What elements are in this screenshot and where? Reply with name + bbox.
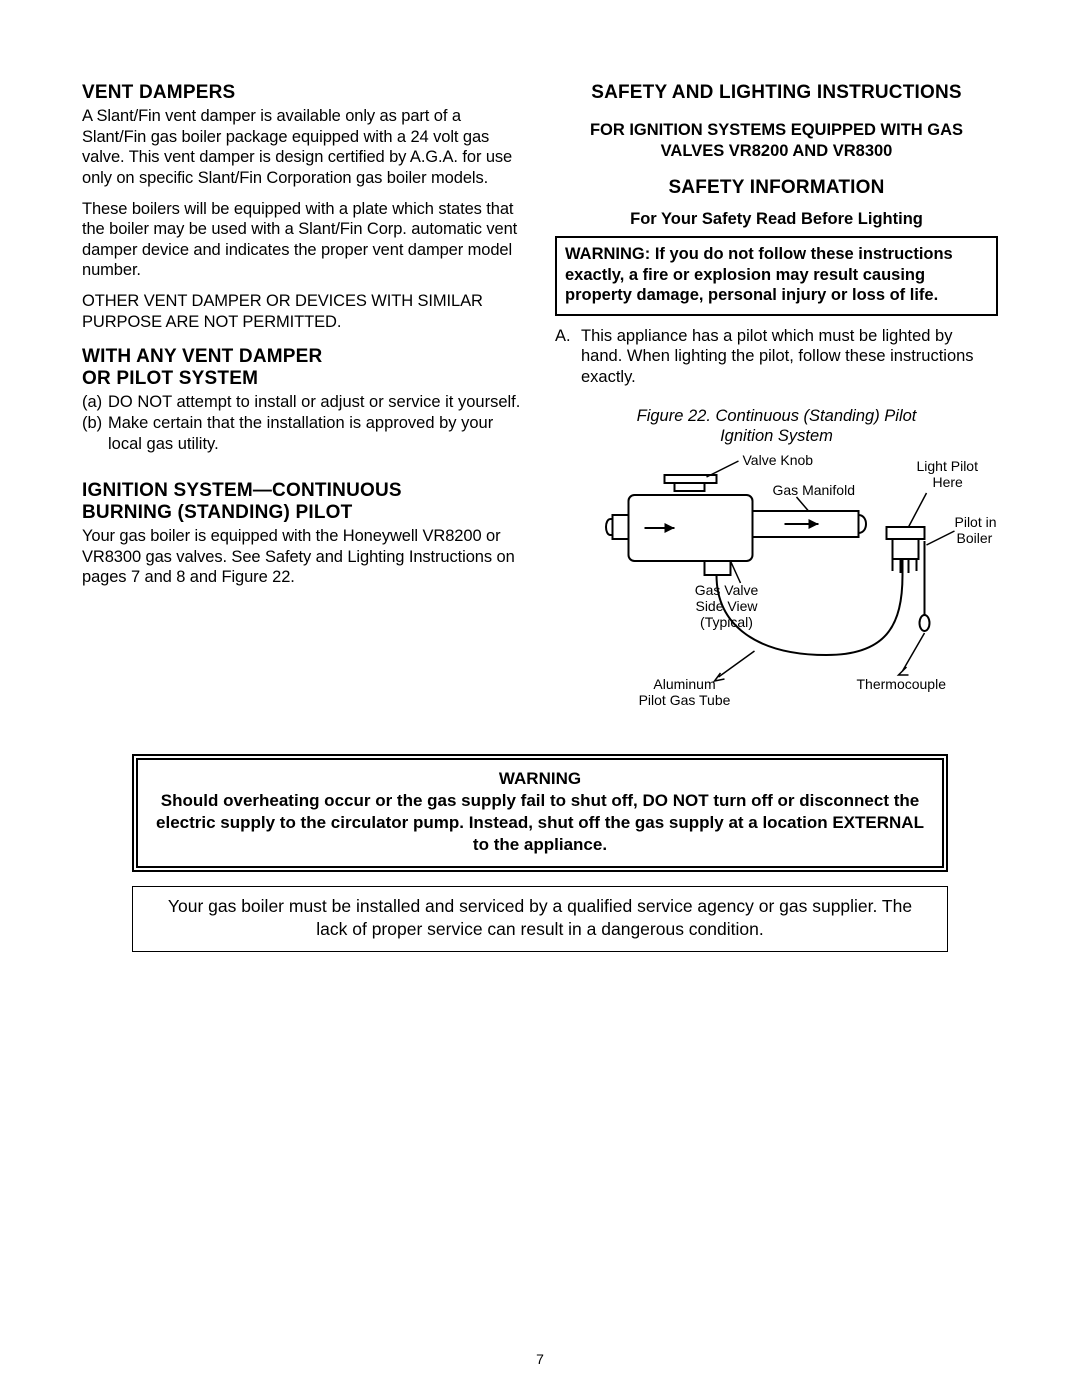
caption-line: Figure 22. Continuous (Standing) Pilot	[637, 407, 917, 425]
heading-safety-lighting: SAFETY AND LIGHTING INSTRUCTIONS	[555, 82, 998, 104]
list-text: This appliance has a pilot which must be…	[581, 326, 998, 388]
label-gas-manifold: Gas Manifold	[773, 482, 855, 498]
ordered-list: A. This appliance has a pilot which must…	[555, 326, 998, 388]
subheading-line: VALVES VR8200 AND VR8300	[661, 142, 893, 160]
label-valve-knob: Valve Knob	[743, 455, 814, 468]
heading-line: BURNING (STANDING) PILOT	[82, 502, 352, 523]
label-light-pilot: Light Pilot	[917, 458, 979, 474]
label-aluminum: Aluminum	[653, 676, 715, 692]
list-text: DO NOT attempt to install or adjust or s…	[108, 392, 525, 413]
list-item: A. This appliance has a pilot which must…	[555, 326, 998, 388]
warning-box: WARNING: If you do not follow these inst…	[555, 236, 998, 316]
heading-vent-dampers: VENT DAMPERS	[82, 82, 525, 104]
list-item: (b) Make certain that the installation i…	[82, 413, 525, 454]
caption-line: Ignition System	[720, 427, 833, 445]
note-box: Your gas boiler must be installed and se…	[132, 886, 948, 952]
document-page: VENT DAMPERS A Slant/Fin vent damper is …	[0, 0, 1080, 1397]
heading-ignition-system: IGNITION SYSTEM—CONTINUOUS BURNING (STAN…	[82, 480, 525, 524]
two-column-layout: VENT DAMPERS A Slant/Fin vent damper is …	[82, 82, 998, 720]
warning-double-box: WARNING Should overheating occur or the …	[132, 754, 948, 872]
list-marker: A.	[555, 326, 581, 388]
page-number: 7	[0, 1351, 1080, 1367]
paragraph: A Slant/Fin vent damper is available onl…	[82, 106, 525, 189]
label-boiler: Boiler	[957, 530, 993, 546]
list-text: Make certain that the installation is ap…	[108, 413, 525, 454]
ordered-list: (a) DO NOT attempt to install or adjust …	[82, 392, 525, 454]
list-marker: (b)	[82, 413, 108, 454]
heading-with-any-vent-damper: WITH ANY VENT DAMPER OR PILOT SYSTEM	[82, 346, 525, 390]
paragraph: These boilers will be equipped with a pl…	[82, 199, 525, 282]
heading-line: IGNITION SYSTEM—CONTINUOUS	[82, 480, 402, 501]
label-side-view: Side View	[695, 598, 758, 614]
label-pilot-in: Pilot in	[955, 514, 997, 530]
heading-line: WITH ANY VENT DAMPER	[82, 346, 322, 367]
paragraph: Your gas boiler is equipped with the Hon…	[82, 526, 525, 588]
heading-safety-info: SAFETY INFORMATION	[555, 177, 998, 199]
subheading: FOR IGNITION SYSTEMS EQUIPPED WITH GAS V…	[555, 120, 998, 161]
heading-line: OR PILOT SYSTEM	[82, 368, 258, 389]
label-gas-valve: Gas Valve	[695, 582, 759, 598]
list-marker: (a)	[82, 392, 108, 413]
label-typical: (Typical)	[700, 614, 753, 630]
right-column: SAFETY AND LIGHTING INSTRUCTIONS FOR IGN…	[555, 82, 998, 720]
warning-body: Should overheating occur or the gas supp…	[150, 790, 930, 856]
left-column: VENT DAMPERS A Slant/Fin vent damper is …	[82, 82, 525, 720]
figure-22-diagram: Valve Knob Light Pilot Here Gas Manifold…	[555, 455, 998, 715]
label-pilot-gas-tube: Pilot Gas Tube	[639, 692, 731, 708]
label-here: Here	[933, 474, 964, 490]
label-thermocouple: Thermocouple	[857, 676, 947, 692]
subheading-line: FOR IGNITION SYSTEMS EQUIPPED WITH GAS	[590, 121, 963, 139]
figure-caption: Figure 22. Continuous (Standing) Pilot I…	[555, 406, 998, 447]
list-item: (a) DO NOT attempt to install or adjust …	[82, 392, 525, 413]
warning-title: WARNING	[150, 768, 930, 790]
paragraph: OTHER VENT DAMPER OR DEVICES WITH SIMILA…	[82, 291, 525, 332]
subheading-read-before: For Your Safety Read Before Lighting	[555, 209, 998, 230]
